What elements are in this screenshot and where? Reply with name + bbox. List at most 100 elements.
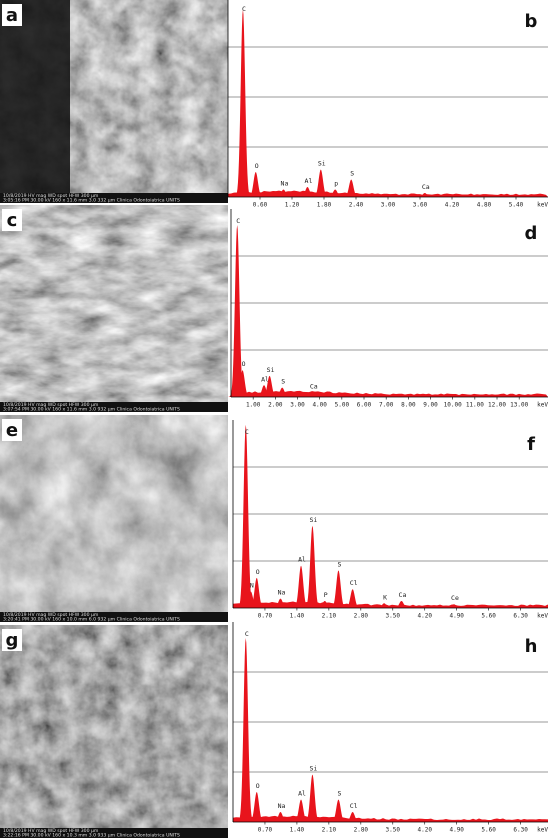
x-tick-label: 3.50 (386, 827, 401, 834)
x-tick-label: 1.80 (317, 202, 332, 209)
element-label: C (242, 5, 246, 13)
peak (303, 775, 321, 823)
x-tick-label: 5.40 (509, 202, 524, 209)
x-tick-label: 6.30 (513, 827, 528, 834)
x-tick-label: 2.40 (349, 202, 364, 209)
panel-letter: d (525, 223, 538, 244)
x-tick-label: 13.00 (510, 402, 528, 409)
x-axis-label: keV (537, 402, 548, 409)
element-label: Ca (310, 382, 318, 390)
x-tick-label: 2.80 (354, 827, 369, 834)
x-tick-label: 11.00 (466, 402, 484, 409)
x-axis-label: keV (537, 827, 548, 834)
continuum (228, 191, 548, 197)
element-label: Al (298, 556, 306, 564)
x-axis-label: keV (537, 202, 548, 209)
x-tick-label: 2.10 (322, 613, 337, 620)
panel-letter: h (525, 636, 538, 657)
x-tick-label: 9.00 (423, 402, 438, 409)
element-label: O (242, 360, 246, 368)
x-tick-label: 3.00 (290, 402, 305, 409)
x-tick-label: 1.20 (285, 202, 300, 209)
element-label: C (236, 217, 240, 225)
element-label: Ce (451, 594, 459, 602)
x-tick-label: 4.80 (477, 202, 492, 209)
peak (292, 566, 310, 608)
element-label: O (256, 782, 260, 790)
element-label: C (245, 428, 249, 436)
element-label: S (337, 560, 341, 568)
element-label: Si (310, 765, 318, 773)
element-label: Cl (350, 802, 358, 810)
element-label: Si (318, 160, 326, 168)
x-tick-label: 3.00 (381, 202, 396, 209)
x-tick-label: 4.20 (418, 827, 433, 834)
element-label: Na (281, 180, 289, 188)
x-tick-label: 0.60 (253, 202, 268, 209)
element-label: S (337, 790, 341, 798)
x-tick-label: 3.60 (413, 202, 428, 209)
peak (237, 638, 255, 822)
info-text: 3:05:16 PM 30.00 kV 160 x 11.6 mm 3.0 33… (3, 198, 180, 204)
element-label: Ca (399, 591, 407, 599)
element-label: P (324, 591, 328, 599)
x-axis-label: keV (537, 613, 548, 620)
element-label: O (256, 568, 260, 576)
element-label: S (281, 378, 285, 386)
x-tick-label: 1.40 (290, 613, 305, 620)
element-label: Si (267, 366, 275, 374)
x-tick-label: 6.30 (513, 613, 528, 620)
x-tick-label: 0.70 (258, 827, 273, 834)
element-label: Al (305, 177, 313, 185)
x-tick-label: 3.50 (386, 613, 401, 620)
x-tick-label: 6.00 (357, 402, 372, 409)
x-tick-label: 4.90 (449, 827, 464, 834)
element-label: Si (310, 516, 318, 524)
peak (303, 526, 321, 608)
element-label: Cl (350, 579, 358, 587)
element-label: p (334, 180, 338, 188)
x-tick-label: 2.80 (354, 613, 369, 620)
panel-letter: b (525, 11, 538, 32)
x-tick-label: 4.20 (445, 202, 460, 209)
element-label: Na (278, 589, 286, 597)
x-tick-label: 2.00 (268, 402, 283, 409)
sem-shadow (0, 0, 70, 193)
x-tick-label: 8.00 (401, 402, 416, 409)
info-text: 3:22:16 PM 30.00 kV 160 x 10.3 mm 3.0 93… (3, 833, 180, 838)
x-tick-label: 7.00 (379, 402, 394, 409)
panel-letter: a (6, 5, 18, 26)
element-label: C (245, 630, 249, 638)
element-label: Al (298, 790, 306, 798)
x-tick-label: 0.70 (258, 613, 273, 620)
element-label: K (383, 593, 387, 601)
x-tick-label: 4.20 (418, 613, 433, 620)
x-tick-label: 5.60 (481, 827, 496, 834)
peak (329, 570, 347, 608)
x-tick-label: 5.00 (335, 402, 350, 409)
x-tick-label: 1.00 (246, 402, 261, 409)
x-tick-label: 1.40 (290, 827, 305, 834)
element-label: Na (278, 802, 286, 810)
x-tick-label: 5.60 (481, 613, 496, 620)
sem-image (0, 625, 228, 828)
x-tick-label: 4.90 (449, 613, 464, 620)
element-label: Ca (422, 183, 430, 191)
x-tick-label: 4.00 (312, 402, 327, 409)
element-label: O (255, 162, 259, 170)
sem-image (0, 205, 228, 402)
info-text: 3:07:54 PM 30.00 kV 160 x 11.6 mm 3.0 93… (3, 407, 180, 413)
info-text: 3:20:41 PM 30.00 kV 160 x 10.0 mm 6.0 93… (3, 617, 180, 623)
element-label: S (350, 170, 354, 178)
panel-letter: c (7, 210, 18, 231)
peak (234, 10, 252, 198)
sem-image (0, 415, 228, 612)
panel-letter: f (527, 434, 535, 455)
panel-letter: e (6, 420, 18, 441)
peak (237, 425, 255, 608)
x-tick-label: 12.00 (488, 402, 506, 409)
element-label: N (250, 582, 254, 590)
x-tick-label: 10.00 (444, 402, 462, 409)
x-tick-label: 2.10 (322, 827, 337, 834)
